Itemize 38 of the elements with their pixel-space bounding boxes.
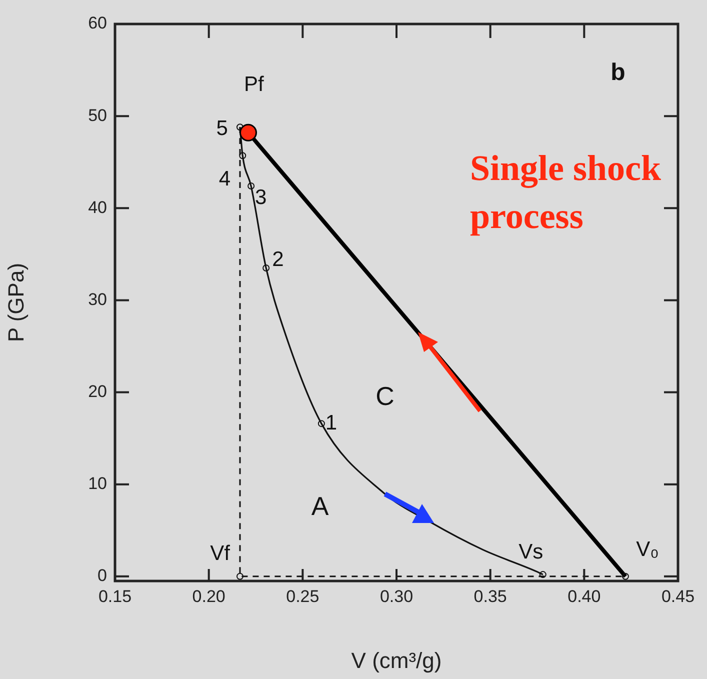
annotation: Single shock process: [470, 148, 662, 236]
y-tick-label: 0: [98, 566, 107, 586]
annotation: b: [610, 59, 626, 86]
y-tick-label: 40: [88, 198, 107, 217]
annotation: V₀: [636, 538, 659, 562]
annotation: 1: [325, 411, 338, 434]
annotation: Vf: [210, 542, 230, 566]
y-tick-label: 60: [88, 14, 107, 33]
point: [622, 572, 629, 580]
y-tick-label: 20: [88, 382, 107, 401]
annotation: Pf: [244, 72, 264, 96]
x-tick-label: 0.45: [661, 586, 695, 606]
annotation: C: [376, 381, 394, 412]
point: [236, 124, 244, 131]
annotation: 3: [255, 186, 267, 209]
point: [318, 420, 325, 428]
x-tick-label: 0.25: [286, 586, 320, 606]
y-axis-title: P (GPa): [3, 262, 28, 342]
x-tick-label: 0.30: [380, 586, 414, 606]
x-tick-label: 0.35: [474, 586, 507, 606]
x-tick-label: 0.15: [98, 586, 132, 606]
y-tick-label: 50: [88, 106, 107, 125]
point: [248, 182, 255, 190]
x-axis-title: V (cm³/g): [351, 648, 442, 673]
point: [236, 572, 244, 580]
point: [262, 264, 270, 272]
x-tick-label: 0.40: [568, 586, 601, 606]
x-tick-label: 0.20: [192, 586, 226, 606]
annotation: A: [311, 491, 330, 522]
annotation: 2: [272, 248, 284, 271]
point: [239, 152, 246, 160]
annotation: 4: [218, 167, 231, 190]
point: [239, 124, 257, 142]
y-tick-label: 30: [88, 290, 107, 309]
annotation: Vs: [518, 540, 544, 564]
annotation: 5: [216, 116, 228, 140]
y-tick-label: 10: [88, 474, 107, 494]
point: [539, 571, 546, 578]
